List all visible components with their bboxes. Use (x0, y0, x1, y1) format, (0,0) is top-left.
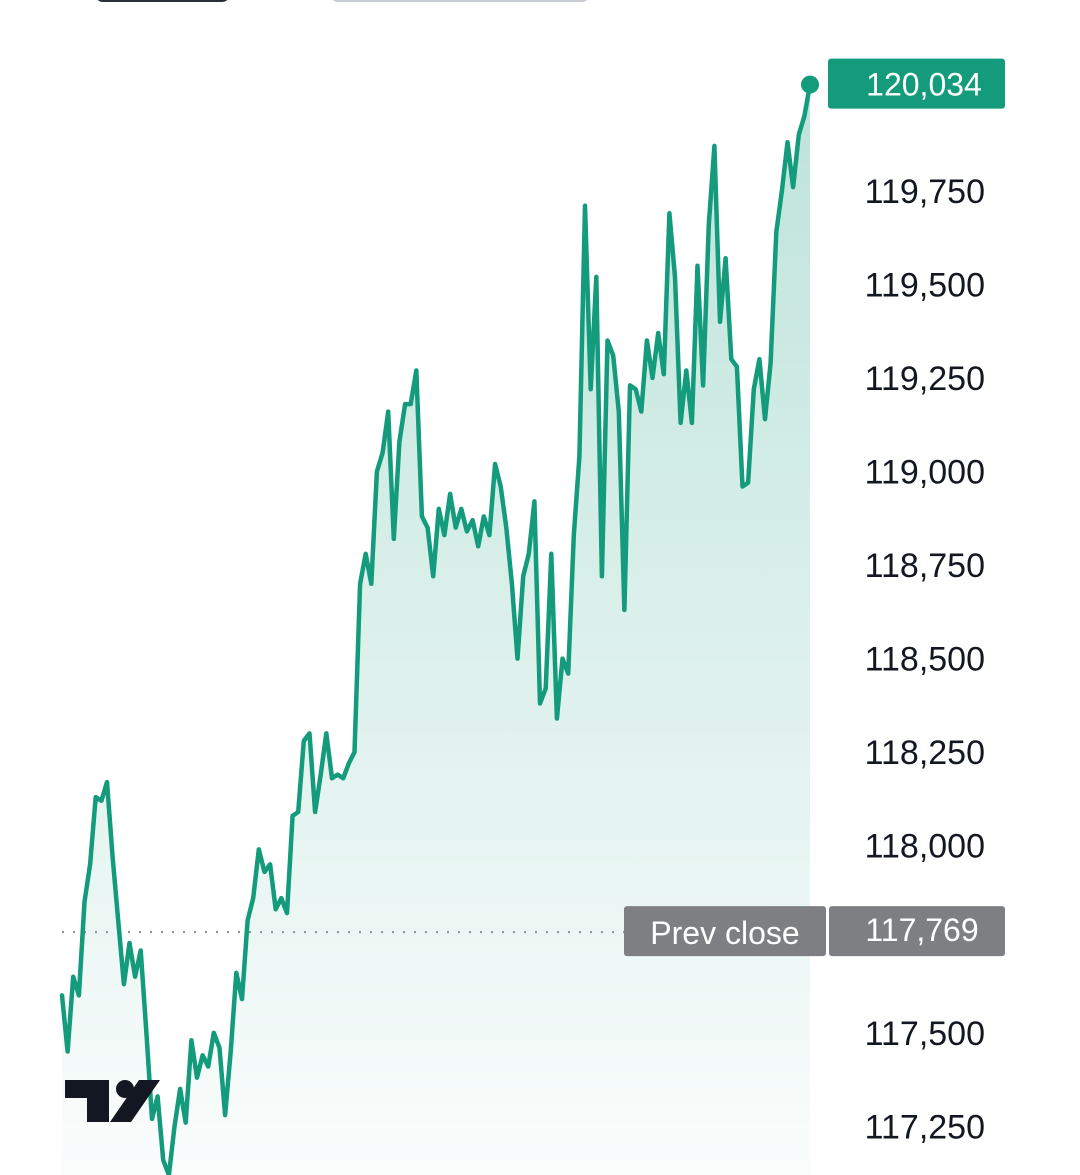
y-tick-label: 119,000 (865, 453, 985, 491)
prev-close-badge: Prev close 117,769 (624, 906, 1005, 957)
tradingview-logo (65, 1080, 160, 1122)
prev-close-value: 117,769 (865, 912, 978, 948)
prev-close-text: Prev close (650, 915, 799, 951)
y-tick-label: 118,500 (865, 641, 985, 679)
y-tick-label: 118,000 (865, 828, 985, 866)
last-price-badge: 120,034 (828, 58, 1005, 109)
y-tick-label: 119,750 (865, 173, 985, 211)
last-price-label: 120,034 (866, 67, 982, 103)
top-tab-indicator-right (330, 0, 590, 2)
y-tick-label: 119,500 (865, 266, 985, 304)
y-tick-label: 117,250 (865, 1108, 985, 1146)
price-area-fill (62, 84, 810, 1175)
y-tick-label: 117,500 (865, 1015, 985, 1053)
y-tick-label: 118,250 (865, 734, 985, 772)
top-tab-indicator-left (95, 0, 230, 2)
y-tick-label: 119,250 (865, 360, 985, 398)
y-axis: 117,250 117,500 118,000 118,250 118,500 118,7… (865, 173, 985, 1147)
last-price-dot (801, 75, 819, 94)
price-line (59, 82, 813, 1175)
y-tick-label: 118,750 (865, 547, 985, 585)
